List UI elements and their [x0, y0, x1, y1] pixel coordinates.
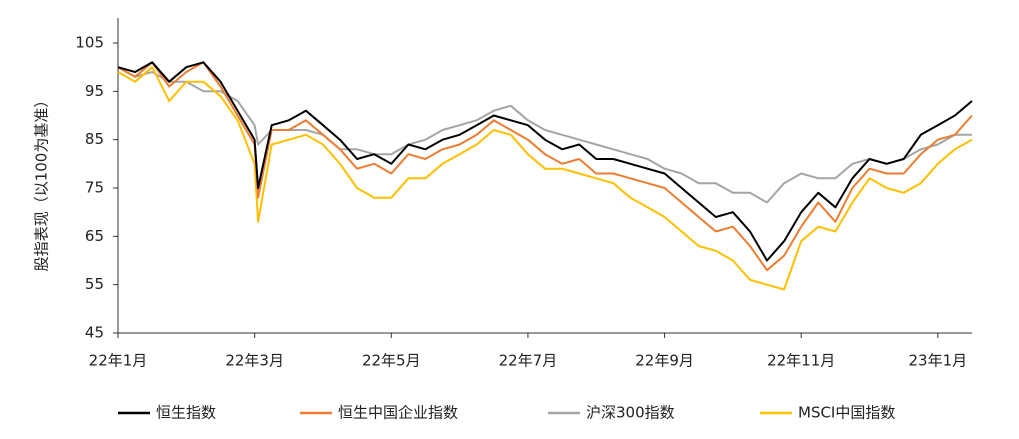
- legend-label: MSCI中国指数: [798, 404, 895, 422]
- x-tick-label: 22年11月: [767, 352, 835, 370]
- series-line: [117, 61, 973, 262]
- y-axis-label: 股指表现（以100为基准）: [33, 93, 51, 272]
- series-line: [117, 66, 972, 204]
- x-tick-label: 22年5月: [362, 352, 421, 370]
- legend-label: 沪深300指数: [586, 404, 675, 422]
- x-tick-label: 22年9月: [635, 352, 694, 370]
- y-tick-label: 105: [75, 34, 104, 52]
- x-tick-label: 22年3月: [225, 352, 284, 370]
- legend-label: 恒生中国企业指数: [338, 404, 458, 422]
- y-tick-label: 85: [85, 130, 104, 148]
- y-tick-label: 75: [85, 179, 104, 197]
- y-tick-label: 95: [85, 82, 104, 100]
- x-tick-label: 22年1月: [89, 352, 148, 370]
- y-tick-label: 65: [85, 227, 104, 245]
- y-tick-label: 45: [85, 324, 104, 342]
- legend-label: 恒生指数: [156, 404, 216, 422]
- x-tick-label: 23年1月: [909, 352, 968, 370]
- series-line: [117, 66, 973, 291]
- series-line: [117, 61, 973, 272]
- x-tick-label: 22年7月: [499, 352, 558, 370]
- y-tick-label: 55: [85, 275, 104, 293]
